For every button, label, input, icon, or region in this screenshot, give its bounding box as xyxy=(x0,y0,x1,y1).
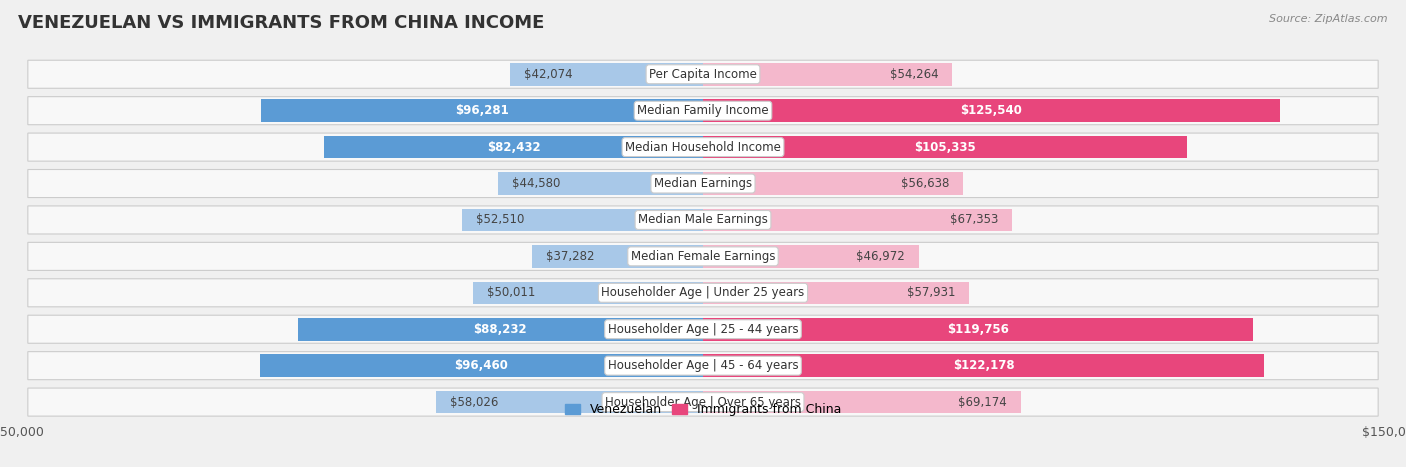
Text: $119,756: $119,756 xyxy=(948,323,1010,336)
Bar xyxy=(474,282,703,304)
Text: $122,178: $122,178 xyxy=(953,359,1014,372)
Text: $58,026: $58,026 xyxy=(450,396,499,409)
Bar xyxy=(703,209,1012,231)
Bar xyxy=(461,209,703,231)
Bar xyxy=(510,63,703,85)
FancyBboxPatch shape xyxy=(28,60,1378,88)
Text: $46,972: $46,972 xyxy=(856,250,905,263)
Bar xyxy=(436,391,703,413)
Bar xyxy=(703,245,918,268)
Legend: Venezuelan, Immigrants from China: Venezuelan, Immigrants from China xyxy=(560,398,846,421)
Text: $96,460: $96,460 xyxy=(454,359,509,372)
Bar xyxy=(298,318,703,340)
FancyBboxPatch shape xyxy=(28,133,1378,161)
FancyBboxPatch shape xyxy=(28,279,1378,307)
Bar xyxy=(703,391,1021,413)
Text: $54,264: $54,264 xyxy=(890,68,938,81)
Text: $96,281: $96,281 xyxy=(456,104,509,117)
Text: $42,074: $42,074 xyxy=(523,68,572,81)
Text: $56,638: $56,638 xyxy=(901,177,949,190)
Text: Per Capita Income: Per Capita Income xyxy=(650,68,756,81)
Bar xyxy=(703,318,1253,340)
Text: $82,432: $82,432 xyxy=(486,141,540,154)
Text: $37,282: $37,282 xyxy=(546,250,595,263)
FancyBboxPatch shape xyxy=(28,97,1378,125)
FancyBboxPatch shape xyxy=(28,206,1378,234)
FancyBboxPatch shape xyxy=(28,315,1378,343)
Text: Median Household Income: Median Household Income xyxy=(626,141,780,154)
FancyBboxPatch shape xyxy=(28,352,1378,380)
Text: Median Female Earnings: Median Female Earnings xyxy=(631,250,775,263)
Bar xyxy=(703,63,952,85)
Text: Householder Age | Under 25 years: Householder Age | Under 25 years xyxy=(602,286,804,299)
Bar xyxy=(703,282,969,304)
Bar xyxy=(260,354,703,377)
Text: $69,174: $69,174 xyxy=(957,396,1007,409)
Text: $105,335: $105,335 xyxy=(914,141,976,154)
Text: $52,510: $52,510 xyxy=(475,213,524,226)
Text: $57,931: $57,931 xyxy=(907,286,955,299)
Text: Householder Age | 25 - 44 years: Householder Age | 25 - 44 years xyxy=(607,323,799,336)
FancyBboxPatch shape xyxy=(28,388,1378,416)
Bar xyxy=(260,99,703,122)
Text: $44,580: $44,580 xyxy=(512,177,561,190)
FancyBboxPatch shape xyxy=(28,170,1378,198)
FancyBboxPatch shape xyxy=(28,242,1378,270)
Text: Source: ZipAtlas.com: Source: ZipAtlas.com xyxy=(1270,14,1388,24)
Text: $88,232: $88,232 xyxy=(474,323,527,336)
Bar xyxy=(498,172,703,195)
Text: $67,353: $67,353 xyxy=(950,213,998,226)
Text: Householder Age | 45 - 64 years: Householder Age | 45 - 64 years xyxy=(607,359,799,372)
Text: VENEZUELAN VS IMMIGRANTS FROM CHINA INCOME: VENEZUELAN VS IMMIGRANTS FROM CHINA INCO… xyxy=(18,14,544,32)
Text: Median Family Income: Median Family Income xyxy=(637,104,769,117)
Bar xyxy=(703,99,1279,122)
Text: $50,011: $50,011 xyxy=(486,286,536,299)
Text: Median Earnings: Median Earnings xyxy=(654,177,752,190)
Bar xyxy=(703,354,1264,377)
Bar xyxy=(531,245,703,268)
Text: $125,540: $125,540 xyxy=(960,104,1022,117)
Text: Householder Age | Over 65 years: Householder Age | Over 65 years xyxy=(605,396,801,409)
Bar xyxy=(325,136,703,158)
Bar xyxy=(703,136,1187,158)
Bar xyxy=(703,172,963,195)
Text: Median Male Earnings: Median Male Earnings xyxy=(638,213,768,226)
